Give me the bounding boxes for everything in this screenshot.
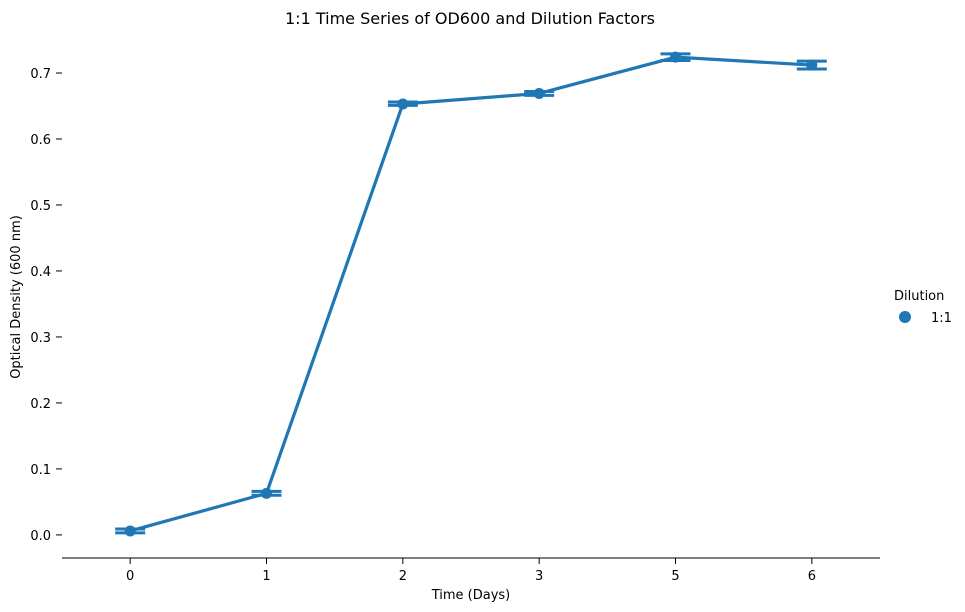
x-tick-label: 5	[671, 569, 679, 584]
x-tick-label: 3	[535, 569, 543, 584]
data-point	[261, 487, 272, 499]
y-ticks: 0.0 0.1 0.2 0.3 0.4 0.5 0.6 0.7	[30, 67, 62, 544]
data-point	[533, 87, 545, 99]
x-tick-label: 0	[126, 569, 134, 584]
series-line	[128, 55, 814, 533]
legend-label-1-1: 1:1	[931, 311, 952, 326]
y-tick-label: 0.4	[30, 265, 51, 280]
y-tick-label: 0.2	[30, 397, 51, 412]
x-tick-label: 2	[399, 569, 407, 584]
y-tick-label: 0.6	[30, 133, 51, 148]
x-tick-label: 1	[262, 569, 270, 584]
data-point	[670, 51, 681, 63]
y-axis-label: Optical Density (600 nm)	[9, 215, 24, 379]
y-tick-label: 0.7	[30, 67, 51, 82]
legend-title: Dilution	[894, 289, 944, 304]
x-axis-label: Time (Days)	[431, 588, 511, 603]
y-tick-label: 0.5	[30, 199, 51, 214]
y-tick-label: 0.3	[30, 331, 51, 346]
legend-marker-1-1	[899, 311, 911, 323]
y-tick-label: 0.0	[30, 529, 51, 544]
legend: Dilution 1:1	[894, 289, 952, 326]
y-tick-label: 0.1	[30, 463, 51, 478]
data-point	[124, 525, 136, 537]
x-tick-label: 6	[808, 569, 816, 584]
x-ticks: 0 1 2 3 5 6	[126, 558, 816, 584]
plot-area	[115, 51, 827, 537]
chart-title: 1:1 Time Series of OD600 and Dilution Fa…	[285, 9, 655, 28]
data-point	[397, 98, 409, 110]
data-point	[806, 59, 818, 71]
